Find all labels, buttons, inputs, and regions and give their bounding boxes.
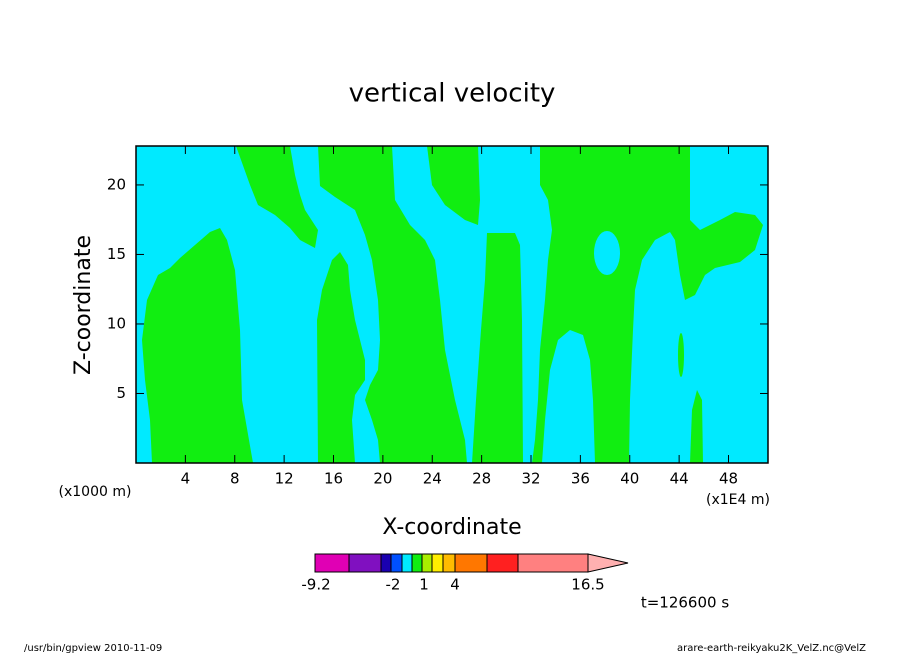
colorbar-segment <box>390 553 403 573</box>
y-axis-title: Z-coordinate <box>71 235 96 375</box>
footer-right: arare-earth-reikyaku2K_VelZ.nc@VelZ <box>677 643 866 654</box>
x-tick-label: 44 <box>670 470 689 488</box>
contour-region <box>236 146 318 248</box>
x-axis-title: X-coordinate <box>382 515 521 540</box>
x-tick-label: 24 <box>423 470 442 488</box>
colorbar-tick-label: 1 <box>419 576 429 594</box>
chart-title: vertical velocity <box>349 79 556 109</box>
x-tick-label: 8 <box>230 470 240 488</box>
y-tick-label: 5 <box>116 384 126 402</box>
colorbar-arrow <box>587 553 629 573</box>
y-tick-label: 15 <box>107 245 126 263</box>
colorbar-segment <box>380 553 392 573</box>
colorbar-segment <box>442 553 456 573</box>
x-tick-label: 28 <box>472 470 491 488</box>
contour-region <box>678 333 684 377</box>
x-unit: (x1000 m) <box>59 484 132 500</box>
x-tick-label: 20 <box>373 470 392 488</box>
x-tick-label: 16 <box>324 470 343 488</box>
x-tick-label: 40 <box>620 470 639 488</box>
colorbar-tick-label: -9.2 <box>301 576 330 594</box>
contour-region <box>472 233 523 463</box>
time-label: t=126600 s <box>641 594 729 612</box>
x-tick-label: 36 <box>571 470 590 488</box>
colorbar-tick-label: -2 <box>386 576 401 594</box>
x-tick-label: 12 <box>275 470 294 488</box>
colorbar-tick-label: 4 <box>450 576 460 594</box>
colorbar-segment <box>431 553 444 573</box>
contour-region <box>142 228 253 463</box>
plot-frame <box>135 145 769 464</box>
contour-region <box>532 146 763 463</box>
contour-region <box>427 146 480 225</box>
colorbar-tick-label: 16.5 <box>571 576 604 594</box>
y-tick-label: 10 <box>107 314 126 332</box>
colorbar: -9.2 -2 1 4 16.5 <box>301 553 629 594</box>
colorbar-segment <box>517 553 589 573</box>
y-tick-label: 20 <box>107 175 126 193</box>
colorbar-segment <box>454 553 488 573</box>
contour-region <box>690 390 703 463</box>
contour-region <box>594 231 620 275</box>
contour-region <box>317 252 365 463</box>
colorbar-segment <box>401 553 413 573</box>
footer-left: /usr/bin/gpview 2010-11-09 <box>24 643 162 654</box>
colorbar-segment <box>486 553 519 573</box>
colorbar-segment <box>348 553 382 573</box>
contour-field <box>136 146 768 463</box>
colorbar-segment <box>411 553 423 573</box>
colorbar-segment <box>314 553 350 573</box>
contour-region <box>318 146 467 463</box>
x-tick-label: 48 <box>719 470 738 488</box>
x-unit-right: (x1E4 m) <box>706 492 770 508</box>
colorbar-segment <box>421 553 433 573</box>
x-tick-label: 4 <box>181 470 191 488</box>
x-tick-label: 32 <box>521 470 540 488</box>
